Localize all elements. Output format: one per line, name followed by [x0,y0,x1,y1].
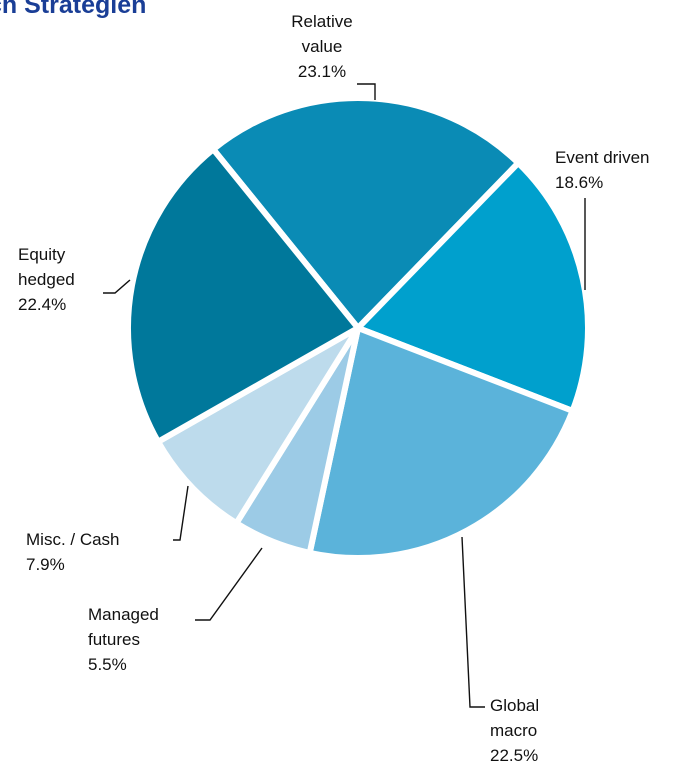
leader-line [173,485,189,541]
pie-slice [306,325,576,561]
slice-label: Equity hedged 22.4% [18,242,98,317]
pie-slice [155,325,361,527]
pie-slice [125,146,361,445]
slice-label: Misc. / Cash 7.9% [26,527,186,577]
slice-value: 18.6% [555,173,604,192]
leader-line [357,83,376,100]
leader-line [103,279,131,294]
slice-value: 22.5% [490,746,539,765]
slice-name: Misc. / Cash [26,530,120,549]
slice-value: 7.9% [26,555,65,574]
slice-name: Relative value [291,12,353,56]
slice-label: Managed futures 5.5% [88,602,168,677]
slice-name: Event driven [555,148,650,167]
leader-line [195,547,263,621]
slice-name: Global macro [490,696,540,740]
slice-name: Equity hedged [18,245,75,289]
slice-label: Global macro 22.5% [490,693,570,768]
slice-label: Event driven 18.6% [555,145,691,195]
leader-line [461,536,485,708]
slice-value: 22.4% [18,295,67,314]
slice-name: Managed futures [88,605,159,649]
slice-value: 23.1% [297,62,347,81]
slice-label: Relative value 23.1% [282,9,362,84]
chart-title: ch Strategien [0,0,147,19]
pie-slice [210,95,522,331]
slice-value: 5.5% [88,655,127,674]
